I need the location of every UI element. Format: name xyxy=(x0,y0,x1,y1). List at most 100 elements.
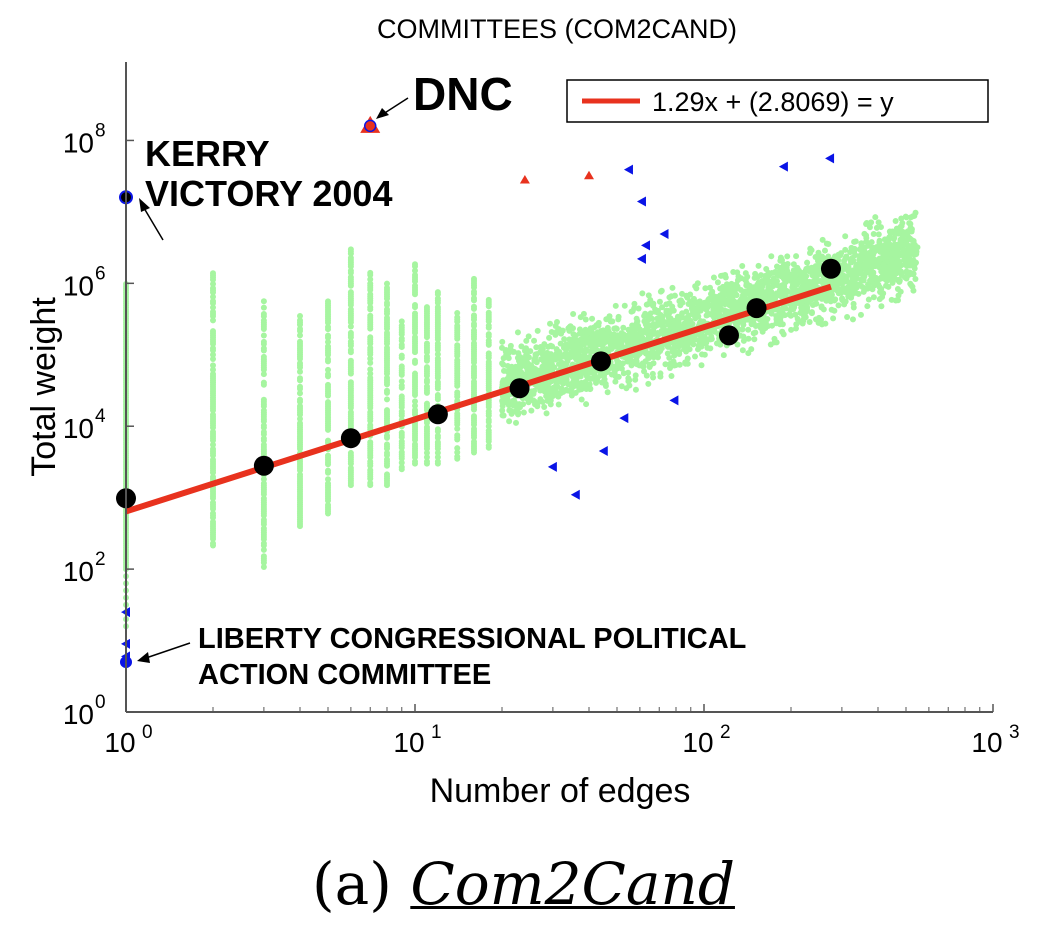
y-tick-label: 10 xyxy=(63,270,94,301)
scatter-point xyxy=(260,553,267,560)
scatter-point xyxy=(398,459,405,466)
scatter-point xyxy=(347,274,354,281)
scatter-point xyxy=(561,343,568,350)
scatter-point xyxy=(790,267,797,274)
scatter-point xyxy=(860,262,867,269)
scatter-point xyxy=(506,407,513,414)
arrow-head-icon xyxy=(376,108,389,119)
scatter-point xyxy=(619,337,626,344)
scatter-point xyxy=(209,518,216,525)
scatter-point xyxy=(631,300,638,307)
scatter-point xyxy=(531,337,538,344)
scatter-point xyxy=(383,432,390,439)
scatter-point xyxy=(470,327,477,334)
scatter-point xyxy=(801,285,808,292)
scatter-point xyxy=(703,336,710,343)
scatter-point xyxy=(546,334,553,341)
median-point xyxy=(340,428,361,449)
scatter-point xyxy=(260,540,267,547)
scatter-point xyxy=(615,359,622,366)
scatter-point xyxy=(832,282,839,289)
scatter-point xyxy=(906,249,913,256)
scatter-point xyxy=(702,285,709,292)
scatter-point xyxy=(325,476,332,483)
scatter-point xyxy=(792,325,799,332)
scatter-point xyxy=(845,267,852,274)
scatter-point xyxy=(538,381,545,388)
scatter-point xyxy=(643,301,650,308)
scatter-point xyxy=(347,267,354,274)
scatter-point xyxy=(866,224,873,231)
scatter-point xyxy=(485,427,492,434)
scatter-point xyxy=(423,376,430,383)
scatter-point xyxy=(398,363,405,370)
scatter-point xyxy=(549,385,556,392)
scatter-point xyxy=(555,378,562,385)
scatter-point xyxy=(682,359,689,366)
scatter-point xyxy=(470,378,477,385)
scatter-point xyxy=(548,329,555,336)
scatter-point xyxy=(485,408,492,415)
scatter-point xyxy=(591,371,598,378)
scatter-point xyxy=(910,287,917,294)
x-tick-exponent: 0 xyxy=(142,722,153,743)
scatter-point xyxy=(714,279,721,286)
scatter-point xyxy=(850,300,857,307)
scatter-point xyxy=(325,437,332,444)
x-tick-label: 10 xyxy=(682,727,713,758)
scatter-point xyxy=(574,337,581,344)
scatter-point xyxy=(861,230,868,237)
outlier-triangle-left xyxy=(623,164,633,175)
y-tick-exponent: 4 xyxy=(95,406,106,427)
scatter-point xyxy=(527,394,534,401)
scatter-point xyxy=(558,385,565,392)
scatter-point xyxy=(367,366,374,373)
scatter-point xyxy=(647,332,654,339)
scatter-point xyxy=(570,378,577,385)
median-point xyxy=(253,455,274,476)
outlier-triangle-left xyxy=(619,413,629,424)
scatter-point xyxy=(759,292,766,299)
scatter-point xyxy=(591,338,598,345)
annotation-kerry-line2: VICTORY 2004 xyxy=(145,173,392,214)
scatter-point xyxy=(412,301,418,308)
y-tick-exponent: 0 xyxy=(95,692,106,713)
scatter-point xyxy=(367,334,374,341)
scatter-point xyxy=(606,313,613,320)
scatter-point xyxy=(347,464,354,471)
scatter-point xyxy=(773,320,780,327)
scatter-point xyxy=(857,246,864,253)
scatter-point xyxy=(788,326,795,333)
scatter-point xyxy=(707,284,714,291)
scatter-point xyxy=(485,331,492,338)
scatter-point xyxy=(659,322,666,329)
scatter-point xyxy=(527,348,534,355)
scatter-point xyxy=(347,357,354,364)
figure-caption: (a) Com2Cand xyxy=(0,850,1047,918)
scatter-point xyxy=(325,452,332,459)
scatter-point xyxy=(911,265,918,272)
scatter-point xyxy=(383,387,390,394)
scatter-point xyxy=(739,347,746,354)
scatter-point xyxy=(695,342,702,349)
scatter-point xyxy=(814,254,821,261)
fit-line xyxy=(125,283,832,515)
scatter-point xyxy=(720,290,727,297)
scatter-point xyxy=(892,217,899,224)
scatter-point xyxy=(907,280,914,287)
outlier-triangle-left xyxy=(570,489,580,500)
scatter-point xyxy=(485,296,492,303)
scatter-point xyxy=(679,290,686,297)
scatter-point xyxy=(347,409,354,416)
scatter-point xyxy=(851,238,858,245)
scatter-point xyxy=(398,335,405,342)
scatter-point xyxy=(635,305,642,312)
median-point xyxy=(590,351,611,372)
scatter-point xyxy=(899,220,906,227)
scatter-point xyxy=(347,254,354,261)
scatter-point xyxy=(367,458,374,465)
scatter-point xyxy=(740,337,747,344)
scatter-point xyxy=(832,296,839,303)
scatter-point xyxy=(894,259,901,266)
scatter-point xyxy=(296,403,303,410)
